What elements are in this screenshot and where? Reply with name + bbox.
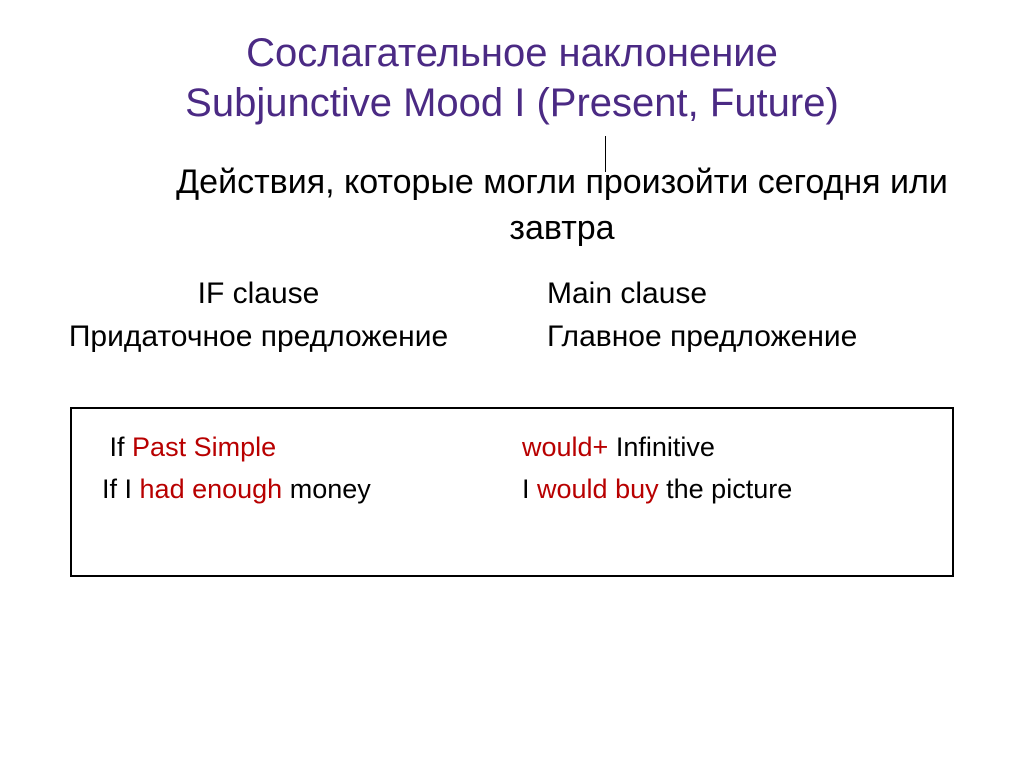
example-right-2: I would buy the picture xyxy=(522,469,932,511)
slide: Сослагательное наклонение Subjunctive Mo… xyxy=(0,0,1024,768)
i-text: I xyxy=(522,474,530,504)
would-plus-text: would+ xyxy=(522,432,608,462)
if-clause-column: IF clause Придаточное предложение xyxy=(40,272,487,359)
money-text: money xyxy=(290,474,371,504)
example-row-1: If Past Simple would+ Infinitive xyxy=(102,427,932,469)
if-i-text: If I xyxy=(102,474,132,504)
main-clause-column: Main clause Главное предложение xyxy=(487,272,984,359)
past-simple-text: Past Simple xyxy=(132,432,276,462)
main-clause-heading-en: Main clause xyxy=(547,272,984,316)
title-line-2: Subjunctive Mood I (Present, Future) xyxy=(185,81,839,125)
if-clause-heading-en: IF clause xyxy=(40,272,477,316)
text-placeholder-mark xyxy=(605,136,606,172)
main-clause-heading-ru: Главное предложение xyxy=(547,315,984,359)
the-picture-text: the picture xyxy=(666,474,792,504)
if-clause-heading-ru: Придаточное предложение xyxy=(40,315,477,359)
slide-title: Сослагательное наклонение Subjunctive Mo… xyxy=(60,28,964,128)
example-row-2: If I had enough money I would buy the pi… xyxy=(102,469,932,511)
example-left-1: If Past Simple xyxy=(102,427,522,469)
would-buy-text: would buy xyxy=(537,474,659,504)
example-left-2: If I had enough money xyxy=(102,469,522,511)
if-text: If xyxy=(110,432,125,462)
title-line-1: Сослагательное наклонение xyxy=(246,31,778,75)
clause-columns: IF clause Придаточное предложение Main c… xyxy=(40,272,984,359)
subtitle: Действия, которые могли произойти сегодн… xyxy=(160,160,964,252)
had-enough-text: had enough xyxy=(140,474,283,504)
example-right-1: would+ Infinitive xyxy=(522,427,932,469)
example-box: If Past Simple would+ Infinitive If I ha… xyxy=(70,407,954,577)
infinitive-text: Infinitive xyxy=(616,432,715,462)
